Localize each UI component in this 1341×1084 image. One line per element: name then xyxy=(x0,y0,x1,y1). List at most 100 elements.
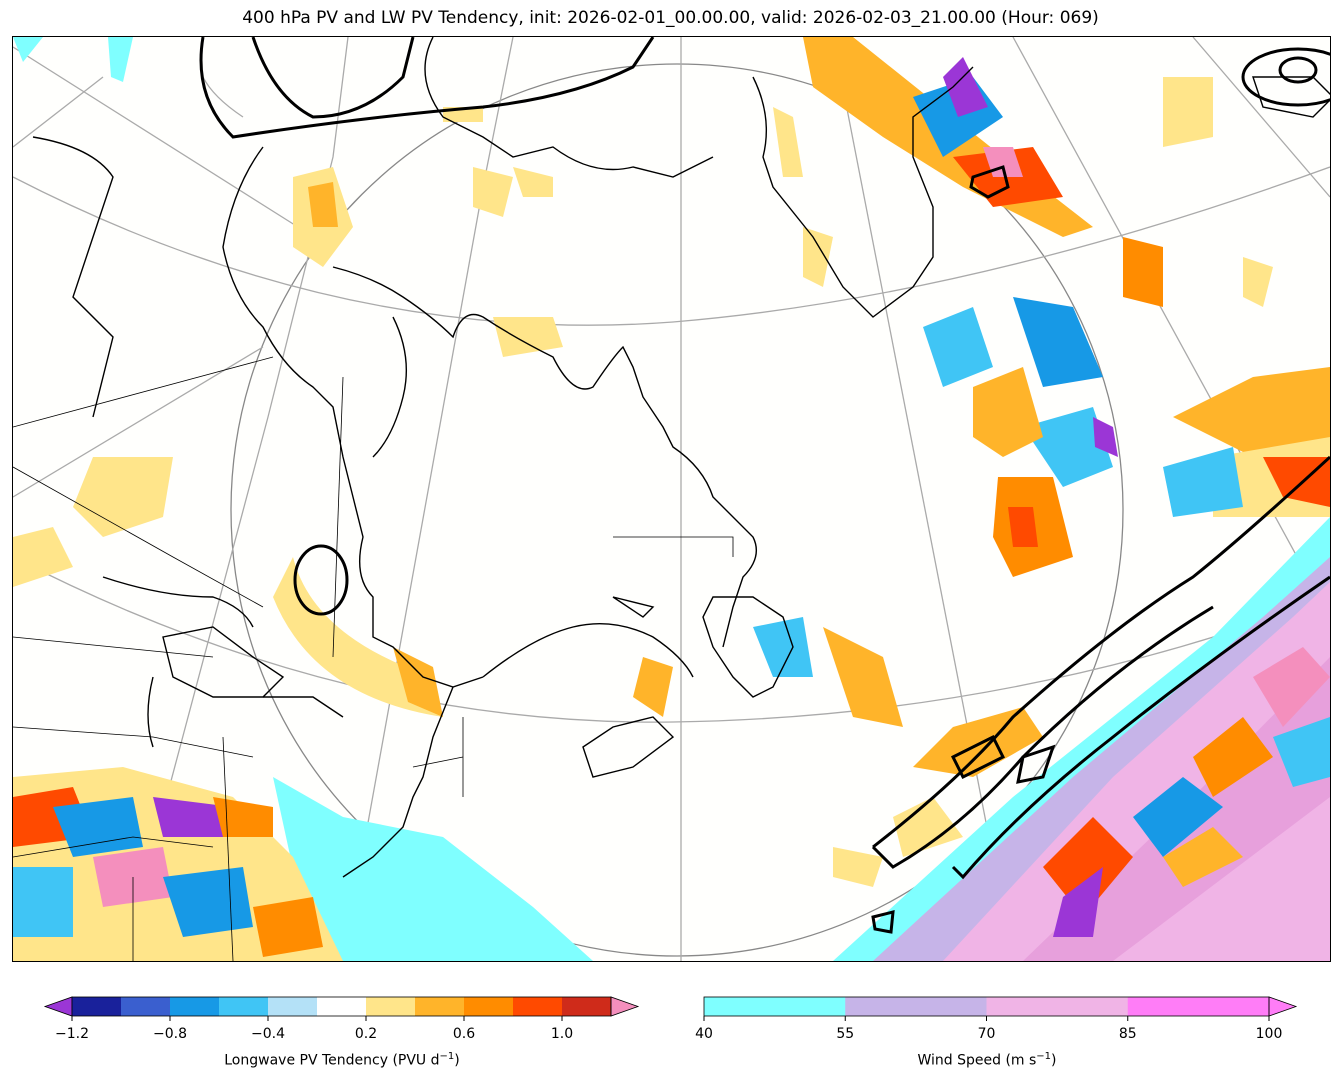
pv-2-contours xyxy=(199,37,1330,934)
coastline-lake-superior xyxy=(102,576,254,628)
pv-colorbar-over-arrow xyxy=(610,996,640,1017)
map-panel[interactable] xyxy=(12,36,1331,962)
coastline-lake-michigan xyxy=(147,676,154,748)
pv-tendency-patch xyxy=(1013,297,1103,387)
pv-colorbar-under-arrow xyxy=(43,996,73,1017)
pv-contour-iceland-closed xyxy=(1241,47,1330,107)
coastline-gulf xyxy=(482,623,694,678)
grid-longitude-line xyxy=(832,37,1014,961)
pv-colorbar-bin xyxy=(121,997,171,1016)
pv-contour-blob xyxy=(871,910,895,934)
figure-title: 400 hPa PV and LW PV Tendency, init: 202… xyxy=(242,8,1099,28)
pv-tendency-patch xyxy=(913,707,1043,777)
pv-tendency-patch xyxy=(1193,717,1273,797)
pv-tendency-patch xyxy=(273,557,443,717)
wind-colorbar-tick-label: 70 xyxy=(977,1026,996,1042)
pv-contour-greenland-closed xyxy=(969,165,1010,199)
pv-colorbar-bin xyxy=(268,997,318,1016)
pv-colorbar-bin xyxy=(317,997,367,1016)
pv-tendency-colorbar-label: Longwave PV Tendency (PVU d−1) xyxy=(224,1051,460,1069)
coastline-newfoundland xyxy=(702,596,794,698)
border-line xyxy=(412,756,464,768)
pv-contour-hudson-closed xyxy=(293,544,349,616)
pv-colorbar-bin xyxy=(415,997,465,1016)
pv-tendency-patch xyxy=(308,182,338,227)
border-line xyxy=(13,466,264,608)
pv-tendency-patch xyxy=(1163,447,1243,517)
grid-longitude-line xyxy=(13,346,264,498)
pv-tendency-patch xyxy=(943,57,988,117)
coastline-iceland xyxy=(1252,76,1330,118)
map-canvas xyxy=(13,37,1330,961)
wind-colorbar-bin xyxy=(845,997,987,1016)
grid-longitude-line xyxy=(1192,37,1330,198)
coastline-quebec-inner xyxy=(372,316,407,458)
pv-contour-iceland-inner xyxy=(1278,56,1318,84)
pv-tendency-patch xyxy=(513,167,553,197)
pv-colorbar-bin xyxy=(72,997,122,1016)
border-line xyxy=(13,636,214,658)
pv-contour-atlantic-trough xyxy=(872,455,1330,849)
border-line xyxy=(222,736,234,961)
pv-tendency-patch xyxy=(1243,257,1273,307)
pv-colorbar-tick-label: 0.6 xyxy=(452,1026,476,1042)
pv-colorbar-tick-label: −0.4 xyxy=(251,1026,285,1042)
pv-contour-jet-core xyxy=(951,575,1330,880)
pv-tendency-patch xyxy=(1023,407,1113,487)
wind-colorbar-bin xyxy=(1127,997,1270,1016)
pv-tendency-patch xyxy=(73,457,173,537)
border-line xyxy=(613,536,734,557)
coastline-great-lakes xyxy=(162,626,285,698)
coastlines xyxy=(32,37,1330,878)
border-line xyxy=(13,836,214,858)
coastline-east-us xyxy=(342,686,454,878)
pv-colorbar-bin xyxy=(219,997,269,1016)
pv-contour-blob xyxy=(1016,744,1056,784)
wind-patch-corner xyxy=(13,37,43,62)
wind-patch-se-us xyxy=(273,777,593,961)
coastline-baffin xyxy=(424,37,714,178)
pv-tendency-patch xyxy=(493,317,563,357)
wind-colorbar-bin xyxy=(986,997,1129,1016)
wind-patch-topleft xyxy=(108,37,133,82)
grid-longitude-line xyxy=(13,76,104,148)
coastline-canadian-arctic xyxy=(32,136,114,418)
pv-tendency-patch xyxy=(923,307,993,387)
pv-colorbar-bin xyxy=(464,997,514,1016)
pv-tendency-patch xyxy=(253,897,323,957)
pv-contour-arctic-inner xyxy=(251,37,415,119)
wind-colorbar-bin xyxy=(704,997,846,1016)
pv-tendency-patch xyxy=(1043,817,1133,917)
pv-tendency-patch xyxy=(753,617,813,677)
wind-colorbar-tick-label: 40 xyxy=(695,1026,713,1042)
pv-tendency-patch xyxy=(1123,237,1163,307)
pv-tendency-colorbar xyxy=(43,996,640,1021)
coastline-labrador xyxy=(332,266,757,648)
pv-tendency-patch xyxy=(53,797,143,857)
pv-tendency-patch xyxy=(1173,367,1330,457)
grid-latitude-line xyxy=(13,166,1330,326)
pv-tendency-patch xyxy=(393,647,443,717)
border-line xyxy=(13,726,254,758)
pv-tendency-patch xyxy=(803,227,833,287)
grid-circle-inner xyxy=(230,63,1124,957)
pv-tendency-patch xyxy=(633,657,673,717)
wind-colorbar-tick-label: 55 xyxy=(836,1026,855,1042)
pv-tendency-patch xyxy=(1053,867,1103,937)
grid-longitude-line xyxy=(13,46,299,228)
coastline-lake-erie xyxy=(263,696,344,718)
pv-colorbar-tick-label: −0.8 xyxy=(153,1026,187,1042)
jet-band-85 xyxy=(1023,657,1330,961)
pv-tendency-patch xyxy=(13,867,73,937)
pv-contour-blob xyxy=(950,734,1006,780)
border-line xyxy=(13,356,274,428)
pv-colorbar-tick-label: −1.2 xyxy=(55,1026,89,1042)
pv-tendency-patch xyxy=(823,627,903,727)
pv-tendency-patch xyxy=(773,107,803,177)
pv-colorbar-bin xyxy=(366,997,416,1016)
coastline-hudson-bay xyxy=(222,146,484,688)
grid-latitude-line xyxy=(13,556,1330,723)
coastline-anticosti xyxy=(612,596,655,618)
state-borders xyxy=(13,356,734,961)
